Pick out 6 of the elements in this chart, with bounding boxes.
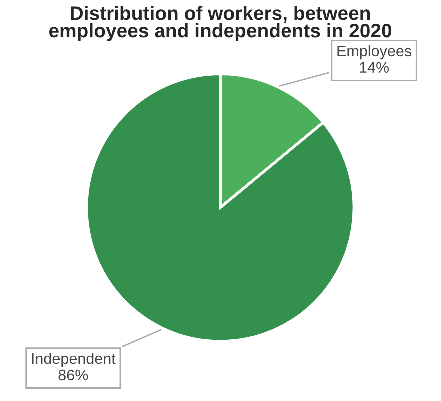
chart-title: Distribution of workers, between employees and independents in 2020 <box>49 6 392 42</box>
pie-slice <box>85 72 356 343</box>
slice-label: Independent <box>32 352 116 368</box>
slice-label: Employees <box>338 45 412 60</box>
data-label: 14% <box>360 62 390 74</box>
data-label: 86% <box>58 370 88 381</box>
